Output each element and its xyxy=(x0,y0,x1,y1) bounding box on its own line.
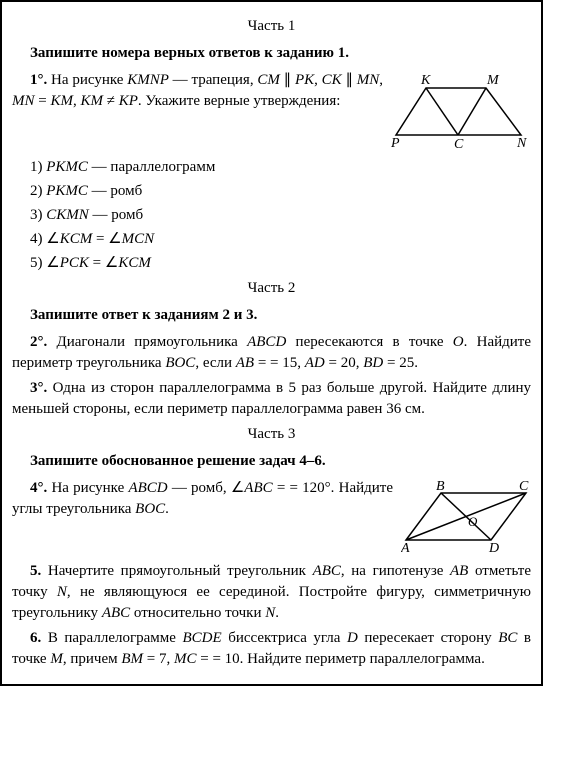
problem-5-body: Начертите прямоугольный треугольник ABC,… xyxy=(12,563,531,621)
option-4-text: ∠KCM = ∠MCN xyxy=(46,231,154,247)
label-P: P xyxy=(391,136,400,150)
part1-title: Часть 1 xyxy=(12,16,531,37)
problem-5-num: 5. xyxy=(30,563,41,579)
part1-instruction: Запишите номера верных ответов к заданию… xyxy=(12,43,531,64)
figure-1-trapezoid: K M P C N xyxy=(391,70,531,150)
part3-instruction: Запишите обоснованное решение задач 4–6. xyxy=(12,451,531,472)
problem-4-body: На рисунке ABCD — ромб, ∠ABC = = 120°. Н… xyxy=(12,480,393,517)
label-C: C xyxy=(454,137,464,150)
option-1: 1) PKMC — параллелограмм xyxy=(30,157,531,178)
option-2: 2) PKMC — ромб xyxy=(30,181,531,202)
label-A: A xyxy=(401,541,410,553)
label-O: O xyxy=(468,514,478,529)
problem-2-num: 2°. xyxy=(30,334,47,350)
part3-title: Часть 3 xyxy=(12,424,531,445)
label-C: C xyxy=(519,479,529,494)
part2-title: Часть 2 xyxy=(12,278,531,299)
worksheet-page: Часть 1 Запишите номера верных ответов к… xyxy=(0,0,543,686)
problem-2-body: Диагонали прямоугольника ABCD пересекают… xyxy=(12,334,531,371)
problem-2-text: 2°. Диагонали прямоугольника ABCD пересе… xyxy=(12,332,531,374)
problem-1-body: На рисунке KMNP — трапеция, CM ∥ PK, CK … xyxy=(12,72,383,109)
problem-3-body: Одна из сторон параллелограмма в 5 раз б… xyxy=(12,380,531,417)
label-D: D xyxy=(488,541,499,553)
problem-1-num: 1°. xyxy=(30,72,47,88)
option-5-text: ∠PCK = ∠KCM xyxy=(46,255,151,271)
option-3-text: CKMN — ромб xyxy=(46,207,143,223)
figure-2-rhombus: A B C D O xyxy=(401,478,531,553)
label-M: M xyxy=(486,73,500,88)
problem-4-num: 4°. xyxy=(30,480,47,496)
problem-3-num: 3°. xyxy=(30,380,47,396)
option-5: 5) ∠PCK = ∠KCM xyxy=(30,253,531,274)
label-K: K xyxy=(420,73,431,88)
label-N: N xyxy=(516,136,527,150)
problem-6-body: В параллелограмме BCDE биссектриса угла … xyxy=(12,630,531,667)
option-3: 3) CKMN — ромб xyxy=(30,205,531,226)
problem-5-text: 5. Начертите прямоугольный треугольник A… xyxy=(12,561,531,624)
problem-6-text: 6. В параллелограмме BCDE биссектриса уг… xyxy=(12,628,531,670)
option-2-text: PKMC — ромб xyxy=(46,183,142,199)
part2-instruction: Запишите ответ к заданиям 2 и 3. xyxy=(12,305,531,326)
option-1-text: PKMC — параллелограмм xyxy=(46,159,215,175)
problem-6-num: 6. xyxy=(30,630,41,646)
option-4: 4) ∠KCM = ∠MCN xyxy=(30,229,531,250)
label-B: B xyxy=(436,479,445,494)
problem-3-text: 3°. Одна из сторон параллелограмма в 5 р… xyxy=(12,378,531,420)
